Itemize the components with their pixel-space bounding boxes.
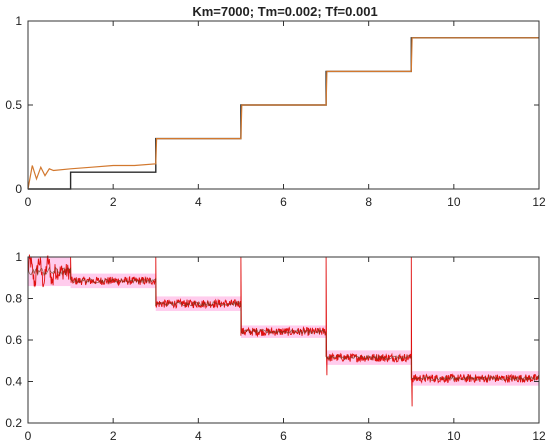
figure-title: Km=7000; Tm=0.002; Tf=0.001: [192, 4, 377, 19]
x-tick-label: 8: [365, 429, 372, 443]
y-tick-label: 1: [15, 250, 22, 264]
response-line: [27, 254, 540, 407]
x-tick-label: 4: [195, 429, 202, 443]
top-plot: 0 2 4 6 8 10 12 0 0.5 1: [5, 14, 546, 209]
y-tick-label: 0.5: [5, 98, 22, 112]
x-tick-label: 12: [532, 195, 546, 209]
y-tick-label: 0.6: [5, 333, 22, 347]
x-tick-label: 6: [280, 195, 287, 209]
x-tick-label: 10: [447, 195, 461, 209]
x-tick-label: 12: [532, 429, 546, 443]
x-tick-label: 8: [365, 195, 372, 209]
y-tick-label: 0.8: [5, 292, 22, 306]
y-tick-label: 0.4: [5, 375, 22, 389]
y-tick-label: 1: [15, 14, 22, 28]
y-tick-label: 0: [15, 182, 22, 196]
x-tick-label: 2: [110, 195, 117, 209]
x-tick-label: 10: [447, 429, 461, 443]
y-tick-label: 0.2: [5, 416, 22, 430]
x-tick-label: 6: [280, 429, 287, 443]
x-tick-label: 2: [110, 429, 117, 443]
x-tick-label: 0: [25, 195, 32, 209]
filtered-response-line: [27, 266, 540, 382]
bottom-plot: 0 2 4 6 8 10 12 0.2 0.4 0.6 0.8 1: [5, 250, 546, 443]
response-line: [27, 37, 539, 190]
x-tick-label: 0: [25, 429, 32, 443]
x-tick-label: 4: [195, 195, 202, 209]
